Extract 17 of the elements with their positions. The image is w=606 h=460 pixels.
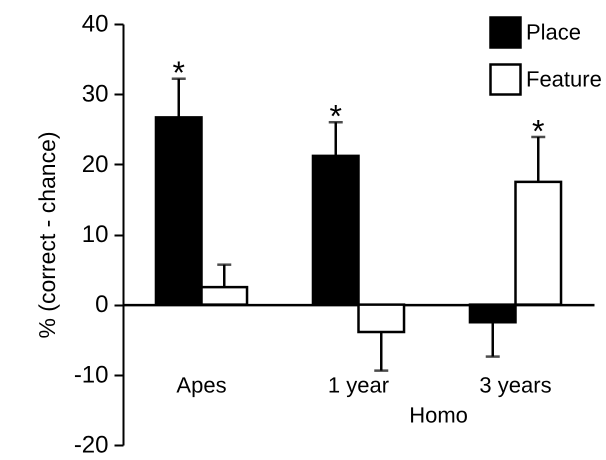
y-tick-label: -20 [74, 432, 108, 458]
legend-label: Feature [526, 66, 602, 92]
y-tick-label: 20 [82, 150, 108, 178]
y-tick-label: 10 [82, 221, 108, 248]
y-tick-label: 0 [95, 291, 108, 318]
annotation: Homo [409, 402, 468, 428]
y-tick-label: 40 [82, 10, 108, 38]
y-axis-title: % (correct - chance) [34, 131, 60, 339]
y-tick-label: -10 [74, 361, 108, 388]
x-tick-label: Apes [176, 372, 227, 398]
y-tick-label: 30 [82, 80, 108, 108]
annotation: * [330, 98, 342, 134]
x-tick-label: 3 years [479, 372, 552, 398]
legend-label: Place [526, 20, 582, 44]
annotation: * [172, 54, 185, 91]
x-tick-label: 1 year [328, 372, 390, 398]
annotation: * [532, 112, 544, 149]
